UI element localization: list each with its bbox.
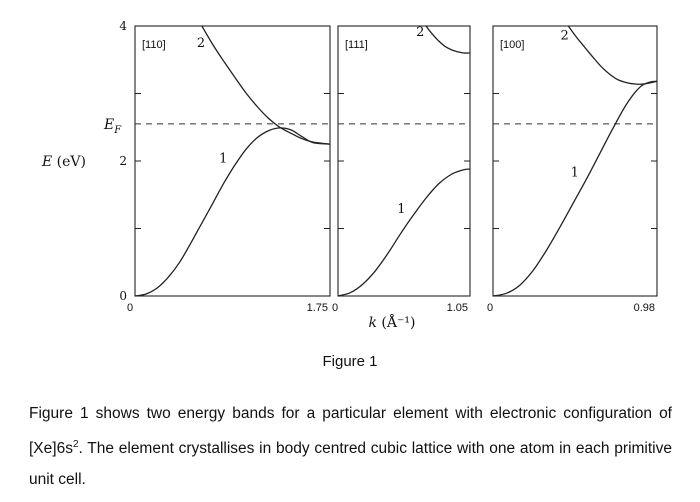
y-tick-label: 0: [119, 289, 127, 303]
x-tick-label: 0: [127, 302, 133, 314]
band-1-line: [134, 127, 331, 297]
paragraph-superscript: 2: [72, 439, 79, 450]
band-1-label: 1: [397, 202, 405, 217]
band-1-line: [337, 168, 471, 297]
figure-caption: Figure 1: [322, 353, 378, 370]
x-axis-label: k (Å⁻¹): [369, 313, 416, 331]
x-tick-label: 0: [332, 302, 338, 314]
fermi-energy-label: EF: [103, 117, 122, 136]
band-2-label: 2: [561, 28, 569, 43]
description-paragraph: Figure 1 shows two energy bands for a pa…: [29, 398, 672, 495]
band-1-label: 1: [571, 166, 579, 181]
paragraph-text: Figure 1 shows two energy bands for a pa…: [29, 405, 672, 458]
band-2-label: 2: [197, 36, 205, 51]
panel-111: [111] 0 1.05 1 2: [332, 25, 471, 314]
band-2-label: 2: [416, 25, 424, 40]
panel-frame: [134, 25, 331, 297]
direction-label: [110]: [142, 39, 166, 51]
x-tick-label: 0: [487, 302, 493, 314]
paragraph-text-end: . The element crystallises in body centr…: [29, 440, 672, 489]
band-1-line: [492, 80, 658, 297]
x-tick-label: 0.98: [634, 302, 655, 314]
band-2-line: [201, 25, 331, 145]
band-1-label: 1: [219, 151, 227, 166]
band-structure-figure: 0 2 4 E (eV) EF k (Å⁻¹) [110] 0 1.75 1 2 [111] 0 1.0…: [41, 19, 658, 331]
direction-label: [111]: [345, 39, 368, 51]
x-tick-label: 1.05: [447, 302, 468, 314]
y-tick-label: 4: [119, 19, 127, 33]
direction-label: [100]: [500, 39, 524, 51]
x-tick-label: 1.75: [307, 302, 328, 314]
y-axis-label: E (eV): [41, 154, 86, 170]
panel-frame: [492, 25, 658, 297]
band-2-line: [567, 25, 658, 85]
y-tick-label: 2: [119, 154, 127, 168]
panel-100: [100] 0 0.98 1 2: [487, 25, 658, 314]
panel-frame: [337, 25, 471, 297]
panel-110: [110] 0 1.75 1 2: [127, 25, 331, 314]
band-2-line: [425, 25, 471, 54]
